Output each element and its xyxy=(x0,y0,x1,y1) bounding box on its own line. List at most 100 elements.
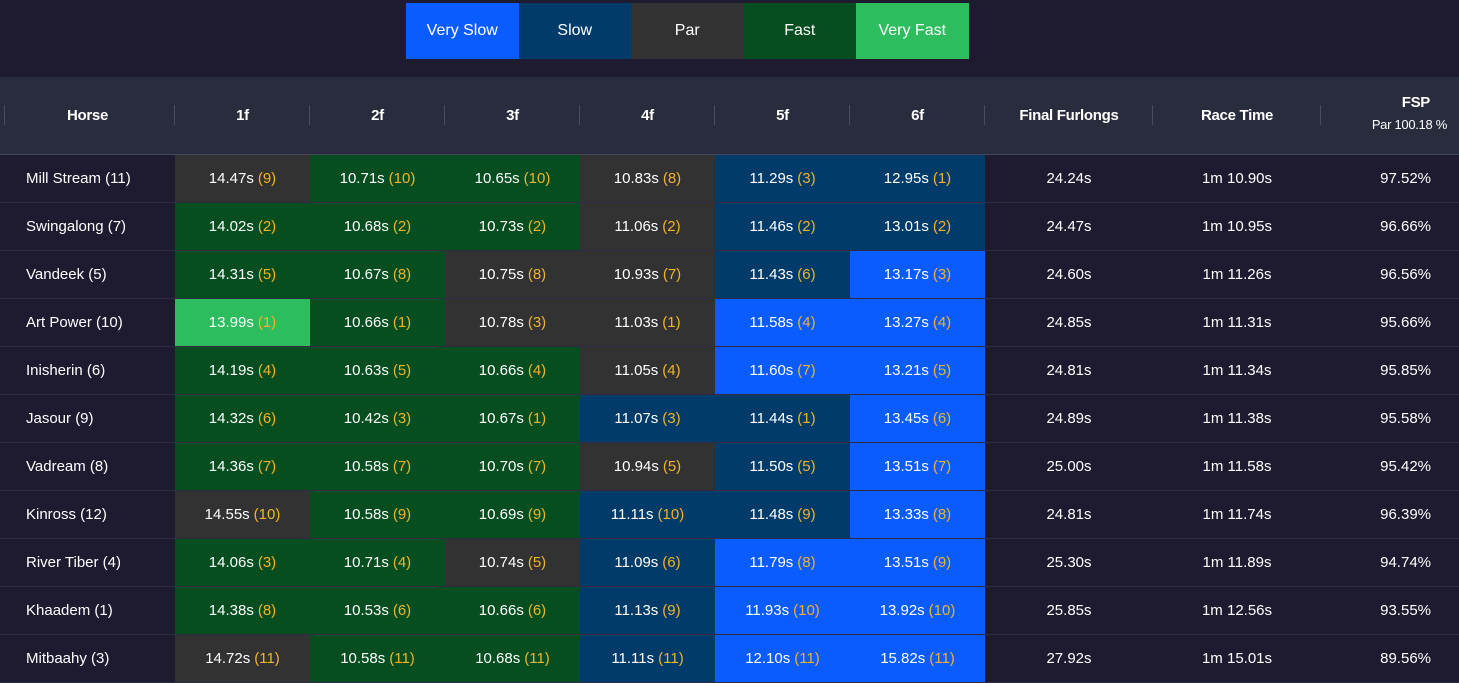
horse-name[interactable]: Mill Stream (11) xyxy=(26,170,131,187)
split-rank: (2) xyxy=(797,218,816,235)
split-rank: (10) xyxy=(388,170,416,187)
legend-fast: Fast xyxy=(743,3,856,59)
split-rank: (8) xyxy=(527,266,547,283)
horse-name[interactable]: Kinross (12) xyxy=(26,506,107,523)
split-6f: 13.51s (7) xyxy=(850,443,985,490)
split-2f: 10.63s (5) xyxy=(310,347,445,394)
split-5f: 11.48s (9) xyxy=(715,491,850,538)
split-rank: (6) xyxy=(932,410,952,427)
horse-name[interactable]: Khaadem (1) xyxy=(26,602,113,619)
split-1f: 14.36s (7) xyxy=(175,443,310,490)
fsp-value: 96.39% xyxy=(1380,506,1431,523)
split-rank: (1) xyxy=(662,314,681,331)
split-5f: 11.46s (2) xyxy=(715,203,850,250)
table-row[interactable]: Jasour (9) 14.32s (6) 10.42s (3) 10.67s (1) 11.… xyxy=(0,395,1459,443)
header-horse[interactable]: Horse xyxy=(0,77,175,154)
split-rank: (4) xyxy=(257,362,277,379)
split-rank: (7) xyxy=(662,266,682,283)
table-row[interactable]: Mill Stream (11) 14.47s (9) 10.71s (10) 10.65… xyxy=(0,155,1459,203)
split-rank: (1) xyxy=(797,410,816,427)
legend-very-slow: Very Slow xyxy=(406,3,519,59)
header-1f[interactable]: 1f xyxy=(175,77,310,154)
final-furlongs: 24.81s xyxy=(1046,362,1092,379)
split-6f: 13.17s (3) xyxy=(850,251,985,298)
horse-name[interactable]: Jasour (9) xyxy=(26,410,94,427)
split-3f: 10.69s (9) xyxy=(445,491,580,538)
table-row[interactable]: Vadream (8) 14.36s (7) 10.58s (7) 10.70s (7) 10… xyxy=(0,443,1459,491)
split-5f: 11.43s (6) xyxy=(715,251,850,298)
horse-name[interactable]: River Tiber (4) xyxy=(26,554,122,571)
horse-name[interactable]: Swingalong (7) xyxy=(26,218,127,235)
horse-name[interactable]: Vandeek (5) xyxy=(26,266,107,283)
split-2f: 10.53s (6) xyxy=(310,587,445,634)
table-row[interactable]: Mitbaahy (3) 14.72s (11) 10.58s (11) 10.68s (1… xyxy=(0,635,1459,683)
split-rank: (9) xyxy=(932,554,952,571)
split-2f: 10.71s (10) xyxy=(310,155,445,202)
horse-name[interactable]: Vadream (8) xyxy=(26,458,109,475)
header-5f[interactable]: 5f xyxy=(715,77,850,154)
table-header: Horse 1f 2f 3f 4f 5f 6f Final Furlongs R… xyxy=(0,77,1459,155)
horse-name[interactable]: Mitbaahy (3) xyxy=(26,650,110,667)
split-time: 13.99s xyxy=(208,314,254,331)
header-6f-label: 6f xyxy=(911,107,924,124)
split-rank: (10) xyxy=(657,506,685,523)
split-rank: (4) xyxy=(662,362,681,379)
horse-name[interactable]: Inisherin (6) xyxy=(26,362,106,379)
table-row[interactable]: Swingalong (7) 14.02s (2) 10.68s (2) 10.73s (2… xyxy=(0,203,1459,251)
final-furlongs: 24.81s xyxy=(1046,506,1092,523)
horse-name[interactable]: Art Power (10) xyxy=(26,314,123,331)
header-6f[interactable]: 6f xyxy=(850,77,985,154)
split-rank: (7) xyxy=(797,362,816,379)
table-row[interactable]: Khaadem (1) 14.38s (8) 10.53s (6) 10.66s (6) 11… xyxy=(0,587,1459,635)
split-4f: 11.11s (10) xyxy=(580,491,715,538)
header-2f[interactable]: 2f xyxy=(310,77,445,154)
split-6f: 13.01s (2) xyxy=(850,203,985,250)
split-rank: (1) xyxy=(932,170,952,187)
split-time: 10.66s xyxy=(478,602,524,619)
header-4f[interactable]: 4f xyxy=(580,77,715,154)
split-rank: (4) xyxy=(392,554,412,571)
split-time: 10.71s xyxy=(343,554,389,571)
split-rank: (2) xyxy=(392,218,412,235)
split-3f: 10.65s (10) xyxy=(445,155,580,202)
split-time: 10.74s xyxy=(478,554,524,571)
split-time: 10.63s xyxy=(343,362,389,379)
split-time: 10.70s xyxy=(478,458,524,475)
split-4f: 10.83s (8) xyxy=(580,155,715,202)
split-time: 10.78s xyxy=(478,314,524,331)
split-3f: 10.75s (8) xyxy=(445,251,580,298)
split-rank: (5) xyxy=(932,362,952,379)
header-final-furlongs-label: Final Furlongs xyxy=(1019,107,1119,124)
split-time: 11.44s xyxy=(749,410,794,427)
table-row[interactable]: River Tiber (4) 14.06s (3) 10.71s (4) 10.74s(… xyxy=(0,539,1459,587)
header-3f[interactable]: 3f xyxy=(445,77,580,154)
split-rank: (6) xyxy=(527,602,547,619)
header-fsp[interactable]: FSP Par 100.18 % xyxy=(1321,77,1457,154)
split-time: 14.31s xyxy=(208,266,254,283)
final-furlongs: 24.60s xyxy=(1046,266,1092,283)
header-2f-label: 2f xyxy=(371,107,384,124)
fsp-value: 95.66% xyxy=(1380,314,1431,331)
split-3f: 10.78s (3) xyxy=(445,299,580,346)
split-time: 10.42s xyxy=(343,410,389,427)
table-row[interactable]: Vandeek (5) 14.31s (5) 10.67s (8) 10.75s (8) 10… xyxy=(0,251,1459,299)
table-row[interactable]: Art Power (10) 13.99s (1) 10.66s (1) 10.78s (3… xyxy=(0,299,1459,347)
split-rank: (3) xyxy=(257,554,277,571)
header-race-time-label: Race Time xyxy=(1200,107,1274,124)
split-6f: 13.21s (5) xyxy=(850,347,985,394)
split-rank: (5) xyxy=(797,458,816,475)
split-5f: 11.93s (10) xyxy=(715,587,850,634)
split-rank: (9) xyxy=(527,506,547,523)
split-rank: (11) xyxy=(389,650,415,667)
table-row[interactable]: Inisherin (6) 14.19s (4) 10.63s (5) 10.66s (4)… xyxy=(0,347,1459,395)
header-final-furlongs[interactable]: Final Furlongs xyxy=(985,77,1153,154)
split-time: 13.51s xyxy=(883,458,929,475)
header-race-time[interactable]: Race Time xyxy=(1153,77,1321,154)
split-rank: (5) xyxy=(527,554,547,571)
split-2f: 10.58s (11) xyxy=(310,635,445,682)
split-1f: 14.06s (3) xyxy=(175,539,310,586)
split-5f: 11.50s (5) xyxy=(715,443,850,490)
split-time: 10.93s xyxy=(613,266,659,283)
table-row[interactable]: Kinross (12) 14.55s (10) 10.58s (9) 10.69s (9)… xyxy=(0,491,1459,539)
split-time: 11.06s xyxy=(614,218,659,235)
